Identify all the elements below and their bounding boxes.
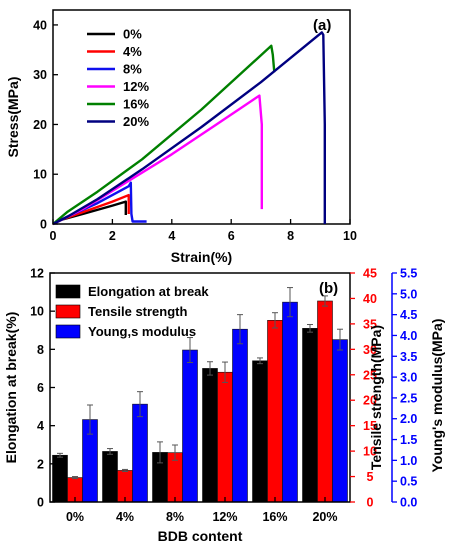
bar-elongation-at-break <box>252 360 268 503</box>
y-tick-label-a: 30 <box>33 68 47 82</box>
bar-young-s-modulus <box>332 339 348 503</box>
legend-swatch-young-s-modulus <box>55 324 81 339</box>
tensile-tick-label-b: 10 <box>363 445 377 459</box>
bars-b <box>52 287 348 503</box>
left-tick-label-b: 4 <box>37 419 44 433</box>
bar-young-s-modulus <box>132 403 148 503</box>
left-tick-label-b: 0 <box>37 496 44 510</box>
x-tick-label-b: 12% <box>212 510 237 524</box>
modulus-tick-label-b: 3.5 <box>400 350 417 364</box>
bar-elongation-at-break <box>302 328 318 503</box>
legend-label-20: 20% <box>123 114 149 129</box>
y-axis-title-a: Stress(MPa) <box>5 77 21 158</box>
modulus-tick-label-b: 2.5 <box>400 391 417 405</box>
tensile-tick-label-b: 20 <box>363 394 377 408</box>
plot-area-a <box>52 9 351 225</box>
legend-label-0: 0% <box>123 27 142 42</box>
legend-label-young-s-modulus: Young,s modulus <box>88 324 196 339</box>
bar-elongation-at-break <box>52 454 68 503</box>
legend-label-12: 12% <box>123 79 149 94</box>
y-tick-label-a: 0 <box>40 218 47 232</box>
modulus-tick-label-b: 5.0 <box>400 287 417 301</box>
x-tick-label-b: 16% <box>262 510 287 524</box>
bar-young-s-modulus <box>182 349 198 503</box>
bar-chart-b: 0 2 4 6 8 10 12 0 5 10 15 20 25 30 35 40 45 0.0 0.5 1.0 1.5 2… <box>3 267 445 545</box>
x-tick-label-b: 8% <box>166 510 184 524</box>
x-tick-label-a: 0 <box>50 229 57 243</box>
tensile-tick-label-b: 15 <box>363 419 377 433</box>
tensile-tick-label-b: 5 <box>367 470 374 484</box>
legend-b: Elongation at break Tensile strength Young… <box>55 284 209 339</box>
modulus-tick-label-b: 4.0 <box>400 329 417 343</box>
axis-ticks-a: 0 2 4 6 8 10 0 10 20 30 40 <box>33 18 357 243</box>
series-line-20 <box>52 31 326 226</box>
tensile-tick-label-b: 0 <box>367 496 374 510</box>
bar-elongation-at-break <box>102 451 118 503</box>
legend-label-16: 16% <box>123 97 149 112</box>
series-line-16 <box>52 44 276 225</box>
bar-tensile-strength <box>267 320 283 503</box>
bar-young-s-modulus <box>232 328 248 503</box>
tensile-axis-title-b: Tensile strength(MPa) <box>368 325 384 470</box>
modulus-tick-label-b: 2.0 <box>400 412 417 426</box>
legend-swatch-elongation-at-break <box>55 284 81 299</box>
x-tick-label-a: 2 <box>109 229 116 243</box>
tensile-tick-label-b: 40 <box>363 292 377 306</box>
tensile-tick-label-b: 25 <box>363 368 377 382</box>
x-axis-title-b: BDB content <box>158 528 243 544</box>
panel-label-a: (a) <box>313 17 331 34</box>
left-tick-label-b: 12 <box>30 267 44 281</box>
legend-label-elongation-at-break: Elongation at break <box>88 284 209 299</box>
x-tick-label-a: 8 <box>287 229 294 243</box>
legend-swatch-tensile-strength <box>55 304 81 319</box>
modulus-tick-label-b: 3.0 <box>400 371 417 385</box>
legend-label-4: 4% <box>123 44 142 59</box>
bar-tensile-strength <box>317 300 333 503</box>
y-tick-label-a: 20 <box>33 118 47 132</box>
left-tick-label-b: 10 <box>30 305 44 319</box>
modulus-tick-label-b: 0.0 <box>400 496 417 510</box>
tensile-tick-label-b: 30 <box>363 343 377 357</box>
x-tick-label-b: 4% <box>116 510 134 524</box>
x-tick-label-a: 6 <box>228 229 235 243</box>
x-tick-label-a: 10 <box>343 229 357 243</box>
axis-ticks-b: 0 2 4 6 8 10 12 0 5 10 15 20 25 30 35 40 45 0.0 0.5 1.0 1.5 2… <box>30 267 417 525</box>
bar-young-s-modulus <box>282 301 298 503</box>
modulus-tick-label-b: 0.5 <box>400 475 417 489</box>
modulus-tick-label-b: 1.5 <box>400 433 417 447</box>
x-tick-label-a: 4 <box>168 229 175 243</box>
modulus-tick-label-b: 1.0 <box>400 454 417 468</box>
modulus-tick-label-b: 5.5 <box>400 267 417 281</box>
series-lines-a <box>52 31 326 226</box>
bar-tensile-strength <box>217 371 233 503</box>
left-tick-label-b: 2 <box>37 457 44 471</box>
x-tick-label-b: 20% <box>312 510 337 524</box>
legend-label-tensile-strength: Tensile strength <box>88 304 188 319</box>
panel-label-b: (b) <box>319 280 338 297</box>
left-tick-label-b: 6 <box>37 381 44 395</box>
legend-label-8: 8% <box>123 62 142 77</box>
x-tick-label-b: 0% <box>66 510 84 524</box>
x-axis-title-a: Strain(%) <box>171 249 232 265</box>
modulus-axis-title-b: Young's modulus(MPa) <box>429 319 445 473</box>
tensile-tick-label-b: 35 <box>363 317 377 331</box>
y-tick-label-a: 10 <box>33 168 47 182</box>
y-tick-label-a: 40 <box>33 18 47 32</box>
tensile-tick-label-b: 45 <box>363 267 377 281</box>
legend-a: 0% 4% 8% 12% 16% 20% <box>87 27 149 129</box>
stress-strain-chart: 0 2 4 6 8 10 0 10 20 30 40 0% 4% 8% 12% 16% 20% (a) Str… <box>5 9 357 265</box>
modulus-tick-label-b: 4.5 <box>400 308 417 322</box>
bar-elongation-at-break <box>202 368 218 503</box>
series-line-4 <box>52 193 130 226</box>
left-tick-label-b: 8 <box>37 343 44 357</box>
left-axis-title-b: Elongation at break(%) <box>3 312 19 464</box>
